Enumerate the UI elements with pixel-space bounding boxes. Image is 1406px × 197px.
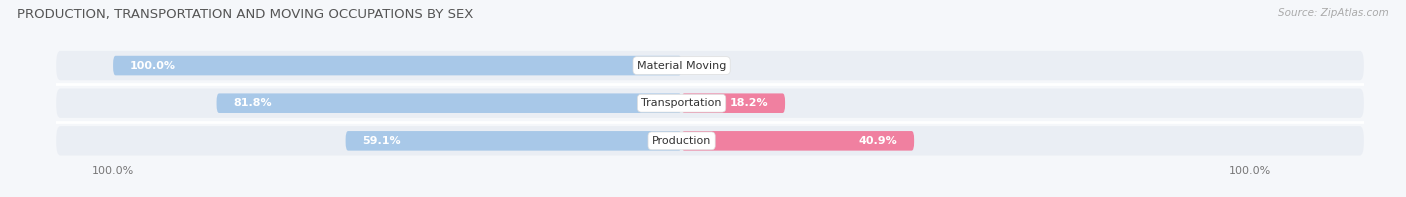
Text: Transportation: Transportation [641, 98, 721, 108]
FancyBboxPatch shape [346, 131, 682, 151]
Text: 40.9%: 40.9% [858, 136, 897, 146]
FancyBboxPatch shape [682, 131, 914, 151]
Text: 100.0%: 100.0% [131, 60, 176, 71]
FancyBboxPatch shape [112, 56, 682, 75]
Text: 81.8%: 81.8% [233, 98, 273, 108]
FancyBboxPatch shape [56, 88, 1364, 118]
Text: PRODUCTION, TRANSPORTATION AND MOVING OCCUPATIONS BY SEX: PRODUCTION, TRANSPORTATION AND MOVING OC… [17, 8, 474, 21]
FancyBboxPatch shape [56, 51, 1364, 80]
FancyBboxPatch shape [682, 93, 785, 113]
FancyBboxPatch shape [56, 126, 1364, 155]
Text: Material Moving: Material Moving [637, 60, 727, 71]
Text: 59.1%: 59.1% [363, 136, 401, 146]
Text: Production: Production [652, 136, 711, 146]
Text: 18.2%: 18.2% [730, 98, 768, 108]
Text: Source: ZipAtlas.com: Source: ZipAtlas.com [1278, 8, 1389, 18]
FancyBboxPatch shape [217, 93, 682, 113]
